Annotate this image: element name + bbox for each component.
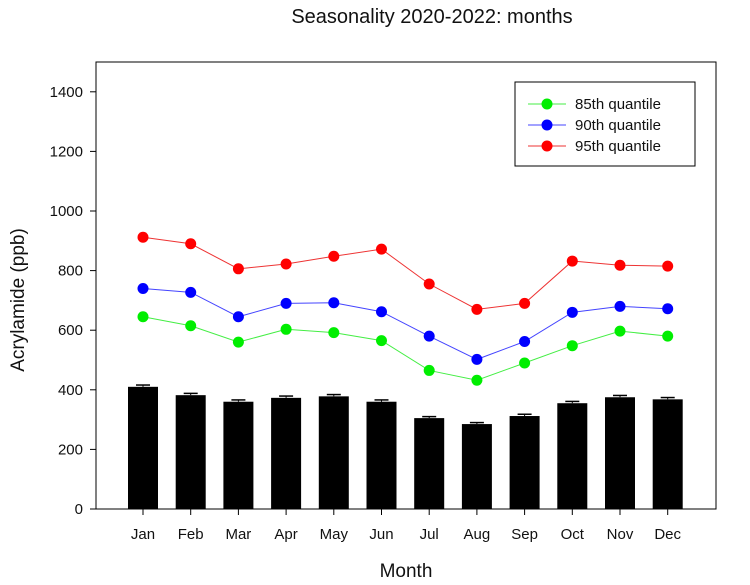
bar [461, 424, 492, 509]
series-point [614, 300, 626, 312]
legend-label: 85th quantile [575, 96, 661, 113]
series-line [142, 287, 668, 360]
y-axis-label: Acrylamide (ppb) [8, 228, 29, 372]
y-tick-label: 0 [75, 501, 83, 518]
y-tick-label: 600 [58, 322, 83, 339]
bar [652, 399, 683, 509]
bar [128, 386, 158, 509]
x-tick-label: Aug [464, 526, 491, 543]
x-tick-label: Dec [654, 526, 681, 543]
series-point [232, 311, 244, 323]
series-point [662, 260, 674, 272]
series-point [185, 320, 197, 332]
series-point [471, 353, 483, 365]
x-tick-label: Nov [607, 526, 634, 543]
series-point [662, 303, 674, 315]
series-point [566, 340, 578, 352]
bar [509, 416, 540, 509]
legend-label: 90th quantile [575, 117, 661, 134]
series-point [566, 306, 578, 318]
series-point [280, 297, 292, 309]
series-point [137, 282, 149, 294]
bar [366, 401, 397, 509]
series-point [423, 278, 435, 290]
legend-marker [541, 98, 553, 110]
series-point [519, 336, 531, 348]
bar [414, 418, 445, 509]
legend: 85th quantile 90th quantile 95th quantile [514, 81, 696, 167]
series-point [328, 297, 340, 309]
bar [175, 395, 206, 509]
x-tick-label: Sep [511, 526, 538, 543]
legend-marker [541, 119, 553, 131]
series-point [376, 243, 387, 255]
legend-marker [541, 140, 553, 152]
series-point [185, 286, 197, 298]
y-tick-label: 1400 [50, 84, 83, 101]
series-point [662, 330, 674, 342]
x-tick-label: Mar [225, 526, 251, 543]
series-line [142, 236, 668, 310]
series-point [471, 374, 483, 386]
series-point [280, 258, 292, 270]
x-axis-label: Month [380, 561, 433, 582]
series-point [137, 311, 149, 323]
bar [271, 397, 302, 509]
y-tick-label: 1200 [50, 143, 83, 160]
series-point [185, 238, 197, 250]
y-tick-label: 200 [58, 441, 83, 458]
series-point [376, 306, 387, 318]
x-tick-label: May [320, 526, 349, 543]
series-point [376, 335, 387, 347]
series-point [232, 263, 244, 275]
x-tick-label: Jun [369, 526, 393, 543]
x-tick-label: Jul [420, 526, 439, 543]
series-point [280, 323, 292, 335]
series-point [566, 255, 578, 267]
series-point [423, 330, 435, 342]
bar [223, 401, 254, 509]
chart-title: Seasonality 2020-2022: months [291, 6, 572, 28]
y-tick-label: 800 [58, 263, 83, 280]
series-point [232, 336, 244, 348]
legend-items: 85th quantile 90th quantile 95th quantile [528, 96, 661, 155]
y-axis: 0 200 400 600 800 1000 1200 1400 [50, 84, 96, 518]
bars-layer [128, 384, 683, 509]
bar [318, 396, 349, 509]
x-axis: Jan Feb Mar Apr May Jun Jul Aug Sep Oct Nov Dec [131, 509, 682, 543]
legend-label: 95th quantile [575, 138, 661, 155]
lines-layer [137, 231, 674, 386]
y-tick-label: 400 [58, 382, 83, 399]
series-point [519, 357, 531, 369]
bar [605, 397, 635, 509]
x-tick-label: Feb [178, 526, 204, 543]
series-point [614, 259, 626, 271]
series-point [471, 303, 483, 315]
series-line [142, 316, 668, 381]
series-point [137, 231, 149, 243]
plot-frame [95, 61, 717, 510]
series-point [423, 364, 435, 376]
series-point [328, 250, 340, 262]
y-tick-label: 1000 [50, 203, 83, 220]
series-point [519, 297, 531, 309]
x-tick-label: Oct [561, 526, 585, 543]
series-point [614, 325, 626, 337]
x-tick-label: Jan [131, 526, 155, 543]
bar [557, 403, 588, 509]
series-point [328, 327, 340, 339]
x-tick-label: Apr [274, 526, 297, 543]
